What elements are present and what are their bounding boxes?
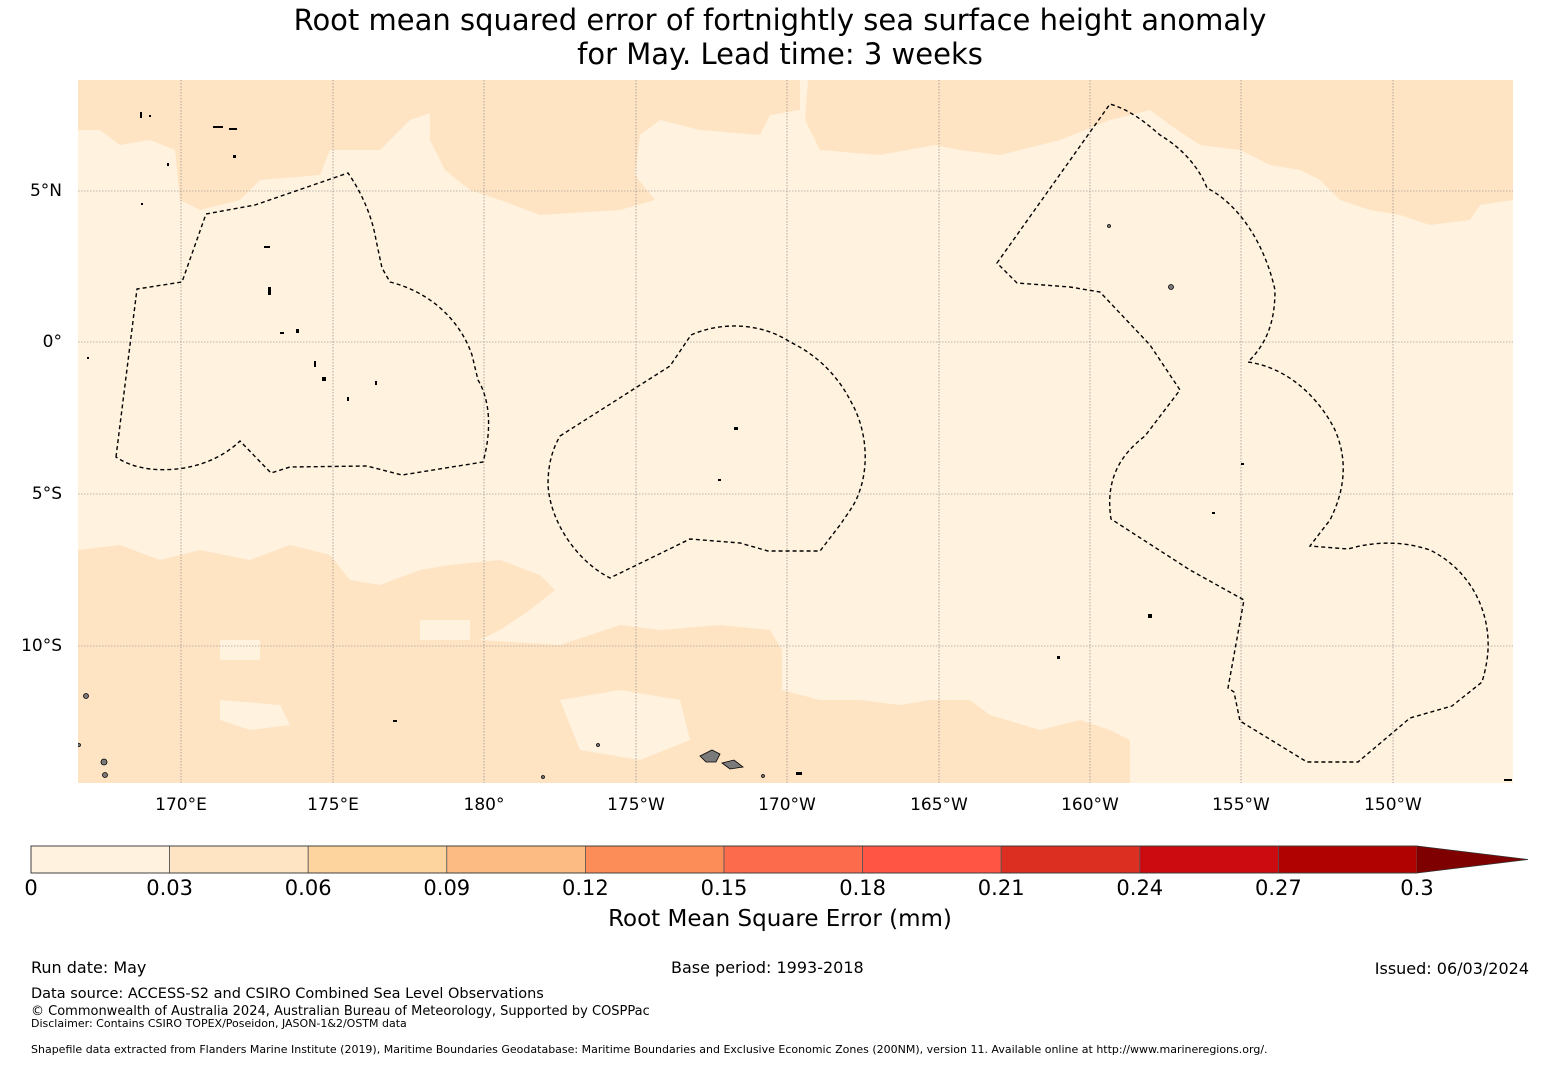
colorbar-tick-4: 0.12 [562, 876, 609, 900]
data-source: Data source: ACCESS-S2 and CSIRO Combine… [31, 986, 544, 1002]
issued-date: Issued: 06/03/2024 [1374, 959, 1529, 978]
colorbar-outline [30, 845, 1529, 874]
lon-label-150w: 150°W [1364, 795, 1422, 815]
colorbar-bin-1 [169, 845, 309, 874]
lon-label-155w: 155°W [1212, 795, 1270, 815]
base-period: Base period: 1993-2018 [671, 958, 864, 977]
copyright: © Commonwealth of Australia 2024, Austra… [31, 1004, 650, 1019]
lon-label-175e: 175°E [307, 795, 359, 815]
lat-label-10s: 10°S [21, 636, 62, 656]
eez-kiribati-gilbert [115, 172, 490, 476]
colorbar-bin-6 [862, 845, 1002, 874]
lon-label-175w: 175°W [607, 795, 665, 815]
colorbar-bin-9 [1278, 845, 1418, 874]
colorbar-tick-7: 0.21 [977, 876, 1025, 900]
colorbar-bin-7 [1000, 845, 1141, 874]
eez-boundaries [115, 103, 1489, 763]
shapefile-credit: Shapefile data extracted from Flanders M… [31, 1043, 1268, 1056]
lon-label-160w: 160°W [1061, 795, 1119, 815]
colorbar-bin-4 [585, 845, 725, 874]
lon-label-180: 180° [463, 795, 505, 815]
lat-label-0: 0° [42, 332, 62, 352]
disclaimer: Disclaimer: Contains CSIRO TOPEX/Poseido… [31, 1017, 407, 1030]
colorbar-tick-9: 0.27 [1255, 876, 1302, 900]
colorbar-bin-5 [723, 845, 864, 874]
colorbar-label: Root Mean Square Error (mm) [608, 906, 952, 932]
title-line-1: Root mean squared error of fortnightly s… [293, 3, 1267, 37]
colorbar-tick-3: 0.09 [423, 876, 471, 900]
eez-tuvalu-tokelau [547, 325, 866, 579]
colorbar-extend-arrow [1417, 846, 1528, 873]
title-line-2: for May. Lead time: 3 weeks [577, 37, 983, 71]
map-title: Root mean squared error of fortnightly s… [0, 3, 1560, 71]
colorbar-tick-5: 0.15 [700, 876, 748, 900]
colorbar-tick-8: 0.24 [1116, 876, 1164, 900]
lat-label-5n: 5°N [29, 181, 62, 201]
islands [78, 224, 1174, 779]
colorbar-tick-10: 0.3 [1400, 876, 1434, 900]
lon-label-165w: 165°W [910, 795, 968, 815]
colorbar-tick-6: 0.18 [839, 876, 886, 900]
colorbar-bin-2 [307, 845, 448, 874]
lon-label-170w: 170°W [758, 795, 816, 815]
eez-kiribati-line-islands [996, 103, 1489, 763]
colorbar-bin-0 [30, 845, 171, 874]
lon-label-170e: 170°E [155, 795, 207, 815]
rmse-band-0.03-0.06 [78, 80, 1513, 783]
island-samoa-upolu [699, 749, 721, 763]
run-date: Run date: May [31, 958, 147, 977]
atolls [87, 112, 1512, 781]
rmse-band-0-0.03-patches [220, 620, 690, 760]
colorbar [30, 845, 1529, 874]
colorbar-tick-0: 0 [24, 876, 38, 900]
island-samoa-savaii [721, 759, 744, 770]
graticule [78, 80, 1513, 783]
lat-label-5s: 5°S [31, 484, 62, 504]
colorbar-bin-3 [446, 845, 586, 874]
colorbar-bin-8 [1139, 845, 1279, 874]
colorbar-tick-1: 0.03 [146, 876, 193, 900]
colorbar-tick-2: 0.06 [284, 876, 332, 900]
